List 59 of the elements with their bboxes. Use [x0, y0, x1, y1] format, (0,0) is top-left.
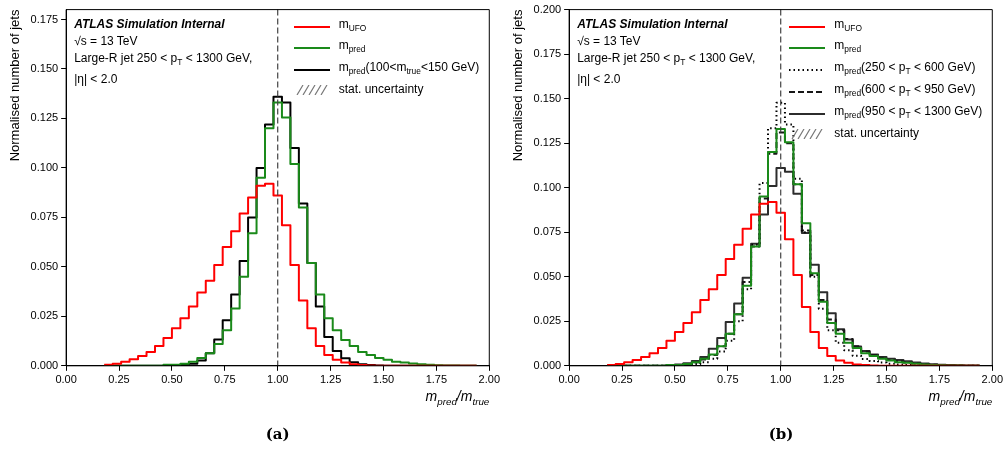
- y-tick-label: 0.000: [533, 358, 562, 371]
- y-axis-title: Normalised number of jets: [510, 9, 526, 162]
- annotation: √s = 13 TeV: [577, 32, 642, 50]
- x-tick-label: 2.00: [478, 373, 501, 386]
- annotation: ATLAS Simulation Internal: [74, 15, 226, 33]
- annotation: stat. uncertainty: [338, 81, 424, 99]
- legend-label: m$_{pred}$(600 < p$_{T}$ < 950 GeV): [834, 81, 976, 101]
- annotation: |η| < 2.0: [577, 71, 622, 88]
- legend-label: m$_{pred}$(100<m$_{true}$<150 GeV): [338, 59, 480, 79]
- y-tick-label: 0.150: [30, 62, 59, 74]
- x-tick-label: 2.00: [981, 373, 1004, 386]
- x-tick-label: 1.00: [770, 373, 792, 386]
- x-tick-label: 0.75: [717, 373, 739, 386]
- x-tick-label: 1.50: [875, 373, 898, 386]
- legend-label: m$_{pred}$(250 < p$_{T}$ < 600 GeV): [834, 59, 976, 79]
- y-tick-label: 0.125: [30, 111, 59, 124]
- x-tick-label: 0.50: [664, 373, 686, 386]
- x-tick-label: 0.75: [214, 373, 236, 386]
- annotation: |η| < 2.0: [74, 71, 119, 88]
- y-tick-label: 0.025: [533, 314, 562, 327]
- text: (b): [768, 425, 794, 443]
- x-tick-label: 1.00: [267, 373, 289, 386]
- y-tick-label: 0.100: [533, 180, 562, 193]
- y-tick-label: 0.050: [533, 269, 562, 282]
- annotation: stat. uncertainty: [834, 125, 920, 143]
- legend-label: m$_{UFO}$: [338, 15, 367, 35]
- legend-label: m$_{UFO}$: [834, 15, 862, 35]
- y-tick-label: 0.075: [30, 210, 59, 223]
- x-tick-label: 0.00: [558, 373, 580, 386]
- annotation: Large-R jet 250 < p$_{T}$ < 1300 GeV,: [74, 49, 253, 69]
- y-tick-label: 0.175: [30, 12, 59, 25]
- x-axis-title: m$_{pred}$/m$_{true}$: [928, 387, 993, 407]
- annotation: √s = 13 TeV: [74, 32, 139, 50]
- x-tick-label: 1.25: [822, 373, 845, 386]
- x-tick-label: 1.75: [425, 373, 448, 386]
- y-tick-label: 0.000: [30, 358, 59, 371]
- annotation: ATLAS Simulation Internal: [577, 15, 729, 33]
- x-axis-title: m$_{pred}$/m$_{true}$: [425, 387, 490, 407]
- x-tick-label: 1.75: [928, 373, 951, 386]
- legend-label: m$_{pred}$: [338, 37, 366, 57]
- y-tick-label: 0.150: [533, 91, 562, 104]
- x-tick-label: 0.25: [108, 373, 130, 386]
- y-tick-label: 0.025: [30, 309, 59, 322]
- legend-label: m$_{pred}$(950 < p$_{T}$ < 1300 GeV): [834, 103, 983, 123]
- x-tick-label: 0.25: [611, 373, 633, 386]
- y-axis-title: Normalised number of jets: [7, 9, 23, 162]
- annotation: Large-R jet 250 < p$_{T}$ < 1300 GeV,: [577, 49, 756, 69]
- legend-label: m$_{pred}$: [834, 37, 862, 57]
- y-tick-label: 0.100: [30, 160, 59, 173]
- y-tick-label: 0.075: [533, 225, 562, 238]
- x-tick-label: 0.50: [161, 373, 183, 386]
- text: (a): [265, 425, 290, 443]
- y-tick-label: 0.125: [533, 136, 562, 149]
- y-tick-label: 0.050: [30, 259, 59, 272]
- y-tick-label: 0.175: [533, 47, 562, 60]
- x-tick-label: 0.00: [55, 373, 77, 386]
- x-tick-label: 1.25: [319, 373, 342, 386]
- x-tick-label: 1.50: [372, 373, 395, 386]
- y-tick-label: 0.200: [533, 2, 562, 15]
